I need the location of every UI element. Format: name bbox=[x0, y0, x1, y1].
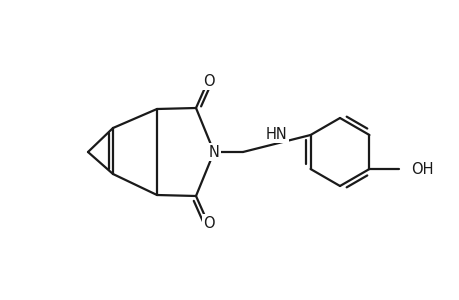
Text: HN: HN bbox=[265, 127, 287, 142]
Text: OH: OH bbox=[410, 161, 433, 176]
Text: O: O bbox=[203, 74, 214, 88]
Text: O: O bbox=[203, 215, 214, 230]
Text: N: N bbox=[208, 145, 219, 160]
